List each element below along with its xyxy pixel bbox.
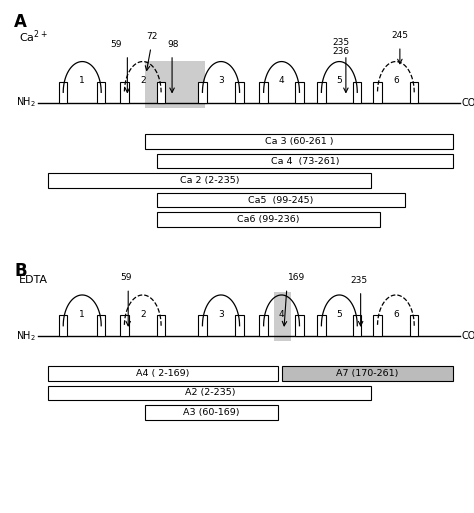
- Text: NH$_2$: NH$_2$: [16, 329, 36, 343]
- Bar: [48, 386, 371, 400]
- Bar: [353, 315, 362, 336]
- Bar: [120, 82, 128, 103]
- Bar: [295, 82, 304, 103]
- Bar: [410, 82, 419, 103]
- Bar: [120, 315, 128, 336]
- Bar: [274, 292, 291, 341]
- Bar: [236, 315, 244, 336]
- Bar: [353, 82, 362, 103]
- Bar: [236, 82, 244, 103]
- Text: Ca5  (99-245): Ca5 (99-245): [248, 195, 314, 205]
- Text: A3 (60-169): A3 (60-169): [183, 408, 240, 417]
- Text: 1: 1: [79, 76, 85, 85]
- Text: 4: 4: [279, 309, 284, 319]
- Bar: [157, 212, 380, 227]
- Bar: [48, 366, 278, 381]
- Text: A4 ( 2-169): A4 ( 2-169): [137, 369, 190, 378]
- Text: COOH: COOH: [462, 97, 474, 108]
- Bar: [282, 366, 454, 381]
- Text: 3: 3: [219, 309, 224, 319]
- Text: A2 (2-235): A2 (2-235): [184, 388, 235, 398]
- Bar: [157, 82, 165, 103]
- Text: Ca$^{2+}$: Ca$^{2+}$: [19, 28, 48, 45]
- Text: 2: 2: [141, 309, 146, 319]
- Bar: [146, 405, 278, 420]
- Bar: [317, 315, 326, 336]
- Text: 5: 5: [337, 76, 342, 85]
- Text: NH$_2$: NH$_2$: [16, 96, 36, 109]
- Text: A7 (170-261): A7 (170-261): [337, 369, 399, 378]
- Text: 59: 59: [120, 273, 131, 282]
- Text: Ca6 (99-236): Ca6 (99-236): [237, 215, 300, 224]
- Text: 245: 245: [392, 31, 409, 40]
- Bar: [97, 82, 105, 103]
- Text: 3: 3: [219, 76, 224, 85]
- Bar: [146, 61, 205, 108]
- Text: 6: 6: [393, 76, 400, 85]
- Text: 235: 235: [350, 275, 367, 285]
- Text: 4: 4: [279, 76, 284, 85]
- Text: 235: 235: [332, 38, 349, 47]
- Bar: [146, 134, 454, 149]
- Text: Ca 4  (73-261): Ca 4 (73-261): [271, 156, 339, 166]
- Bar: [317, 82, 326, 103]
- Bar: [59, 82, 67, 103]
- Text: EDTA: EDTA: [19, 275, 48, 285]
- Bar: [410, 315, 419, 336]
- Text: 98: 98: [167, 40, 179, 49]
- Text: 1: 1: [79, 309, 85, 319]
- Bar: [374, 315, 382, 336]
- Text: Ca 3 (60-261 ): Ca 3 (60-261 ): [265, 137, 334, 146]
- Text: 6: 6: [393, 309, 400, 319]
- Bar: [48, 173, 371, 188]
- Text: B: B: [14, 262, 27, 280]
- Text: 236: 236: [332, 47, 349, 56]
- Bar: [97, 315, 105, 336]
- Bar: [198, 315, 207, 336]
- Bar: [259, 315, 268, 336]
- Bar: [157, 193, 405, 207]
- Bar: [259, 82, 268, 103]
- Bar: [374, 82, 382, 103]
- Text: 59: 59: [110, 40, 122, 49]
- Bar: [157, 154, 454, 168]
- Text: 169: 169: [287, 273, 305, 282]
- Bar: [198, 82, 207, 103]
- Text: 5: 5: [337, 309, 342, 319]
- Text: A: A: [14, 13, 27, 31]
- Bar: [157, 315, 165, 336]
- Text: COOH: COOH: [462, 331, 474, 341]
- Text: 2: 2: [141, 76, 146, 85]
- Bar: [59, 315, 67, 336]
- Bar: [295, 315, 304, 336]
- Text: Ca 2 (2-235): Ca 2 (2-235): [180, 176, 239, 185]
- Text: 72: 72: [146, 32, 157, 41]
